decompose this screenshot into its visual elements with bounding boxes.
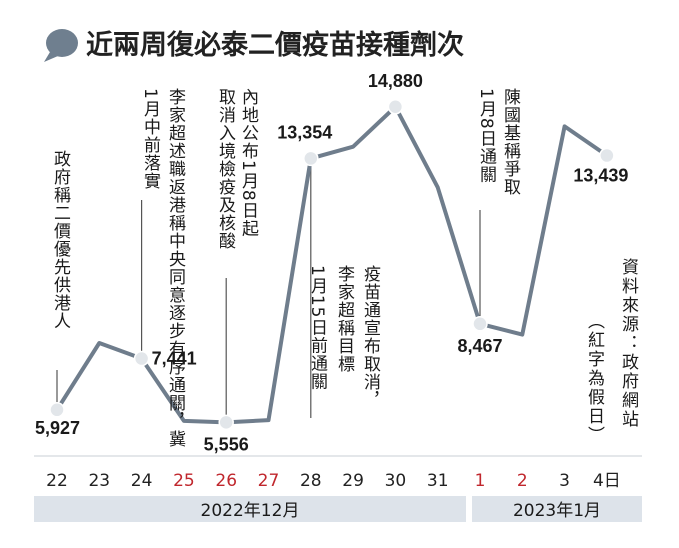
x-tick-label: 22	[46, 471, 68, 491]
title-block: 近兩周復必泰二價疫苗接種劑次	[44, 29, 464, 62]
annotation-text: 陳國基稱爭取	[500, 88, 521, 196]
x-tick-label: 28	[300, 471, 322, 491]
data-label: 13,354	[277, 122, 332, 142]
footer-bar-2023	[472, 496, 642, 522]
speech-bubble-tail-icon	[44, 52, 58, 62]
annotation-text: 1月中前落實	[140, 88, 161, 190]
x-tick-label: 23	[88, 471, 110, 491]
speech-bubble-icon	[46, 29, 78, 57]
data-point-marker	[387, 99, 404, 115]
data-point-marker	[303, 150, 319, 167]
source-note: 資料來源：政府網站 （紅字為假日）	[584, 258, 639, 445]
annotation-text: 內地公布1月8日起	[238, 88, 259, 238]
x-tick-label: 27	[258, 471, 280, 491]
x-tick-label: 24	[131, 471, 153, 491]
series-line	[55, 104, 609, 425]
data-label: 14,880	[368, 71, 423, 91]
data-label: 8,467	[457, 336, 502, 356]
footer-bar-2022	[34, 496, 466, 522]
data-point-marker	[472, 316, 488, 332]
source-note-line-1: 資料來源：政府網站	[618, 258, 639, 429]
data-label: 5,927	[35, 418, 80, 438]
annotation-text: 李家超稱目標	[334, 265, 355, 373]
data-label: 5,556	[204, 434, 249, 454]
source-note-line-2: （紅字為假日）	[584, 312, 605, 445]
annotation-text: 取消入境檢疫及核酸	[215, 88, 236, 250]
annotation-text: 疫苗通宣布取消，	[360, 265, 381, 409]
x-tick-label: 30	[385, 471, 407, 491]
data-label: 13,439	[573, 166, 628, 186]
data-point-marker	[599, 147, 615, 164]
x-tick-label: 26	[215, 471, 237, 491]
data-label: 7,441	[152, 349, 197, 369]
x-tick-label: 2	[517, 471, 528, 491]
chart-marks: 5,9277,4415,55613,35414,8808,46713,43922…	[35, 71, 628, 491]
chart-title: 近兩周復必泰二價疫苗接種劑次	[86, 29, 464, 61]
x-tick-label: 4日	[593, 471, 621, 491]
annotation-text: 1月8日通關	[476, 88, 497, 184]
x-tick-label: 3	[559, 471, 570, 491]
footer-label-2022: 2022年12月	[201, 501, 300, 521]
x-tick-label: 1	[475, 471, 486, 491]
x-tick-label: 29	[342, 471, 364, 491]
data-point-marker	[49, 402, 65, 418]
annotation-text: 1月15日前通關	[307, 265, 328, 390]
annotation-text: 政府稱二價優先供港人	[50, 150, 71, 330]
data-point-marker	[218, 414, 234, 431]
annotation-text: 李家超述職返港稱中央同意逐步有序通關，冀	[165, 88, 186, 448]
x-tick-label: 25	[173, 471, 195, 491]
x-tick-label: 31	[427, 471, 449, 491]
footer-label-2023: 2023年1月	[513, 501, 601, 521]
data-point-marker	[133, 350, 150, 367]
